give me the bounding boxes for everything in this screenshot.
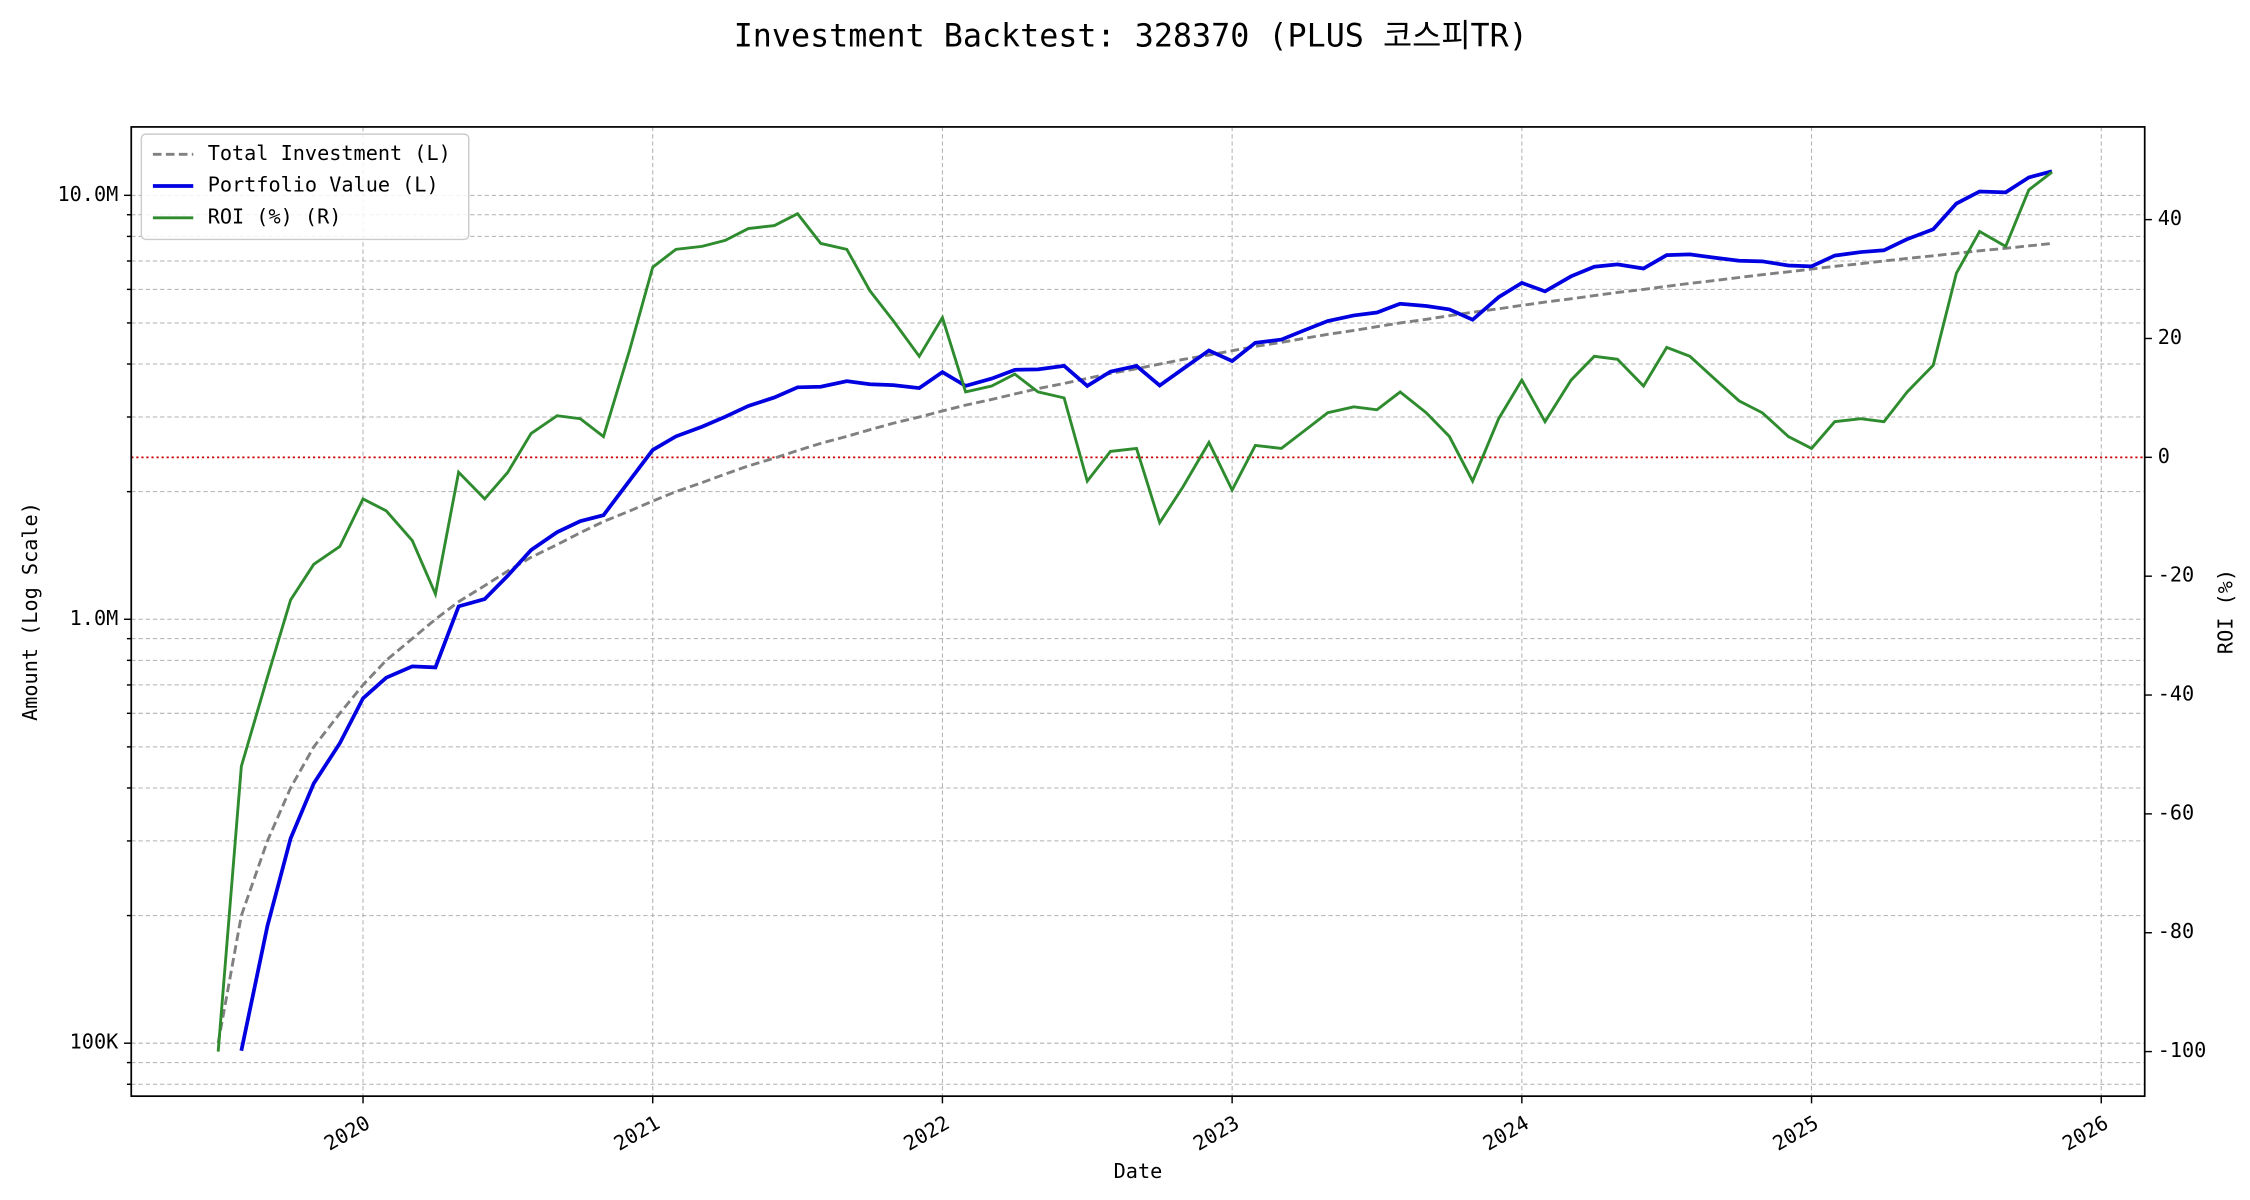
y2-tick-label: 20	[2158, 325, 2182, 349]
y2-tick-label: -20	[2158, 563, 2194, 587]
legend-box	[140, 133, 470, 241]
x-tick-label: 2025	[1768, 1110, 1822, 1155]
x-axis-label: Date	[1114, 1159, 1163, 1183]
y2-tick-label: -100	[2158, 1038, 2207, 1062]
y-tick-label: 10.0M	[57, 182, 118, 206]
legend-label: Portfolio Value (L)	[208, 173, 439, 197]
y2-tick-label: -40	[2158, 682, 2194, 706]
chart-title: Investment Backtest: 328370 (PLUS 코스피TR)	[734, 19, 1528, 55]
y-tick-label: 100K	[70, 1030, 119, 1054]
y2-tick-label: 40	[2158, 206, 2182, 230]
series-line	[239, 169, 2053, 1052]
series-line	[216, 170, 2053, 1052]
y-tick-label: 1.0M	[70, 606, 119, 630]
x-tick-label: 2026	[2058, 1110, 2112, 1155]
y2-tick-label: -60	[2158, 800, 2194, 824]
y2-tick-label: -80	[2158, 919, 2194, 943]
x-tick-label: 2020	[320, 1110, 374, 1155]
y-axis-label: Amount (Log Scale)	[18, 502, 42, 721]
plot-area	[216, 169, 2053, 1052]
legend-label: Total Investment (L)	[208, 141, 451, 165]
y2-axis-label: ROI (%)	[2213, 569, 2237, 654]
x-tick-label: 2023	[1189, 1110, 1243, 1155]
y2-tick-label: 0	[2158, 444, 2170, 468]
legend-label: ROI (%) (R)	[208, 204, 342, 228]
x-tick-label: 2024	[1479, 1110, 1533, 1155]
x-tick-label: 2021	[610, 1110, 664, 1155]
x-tick-label: 2022	[899, 1110, 953, 1155]
series-line	[216, 242, 2053, 1044]
plot-frame	[130, 126, 2146, 1098]
